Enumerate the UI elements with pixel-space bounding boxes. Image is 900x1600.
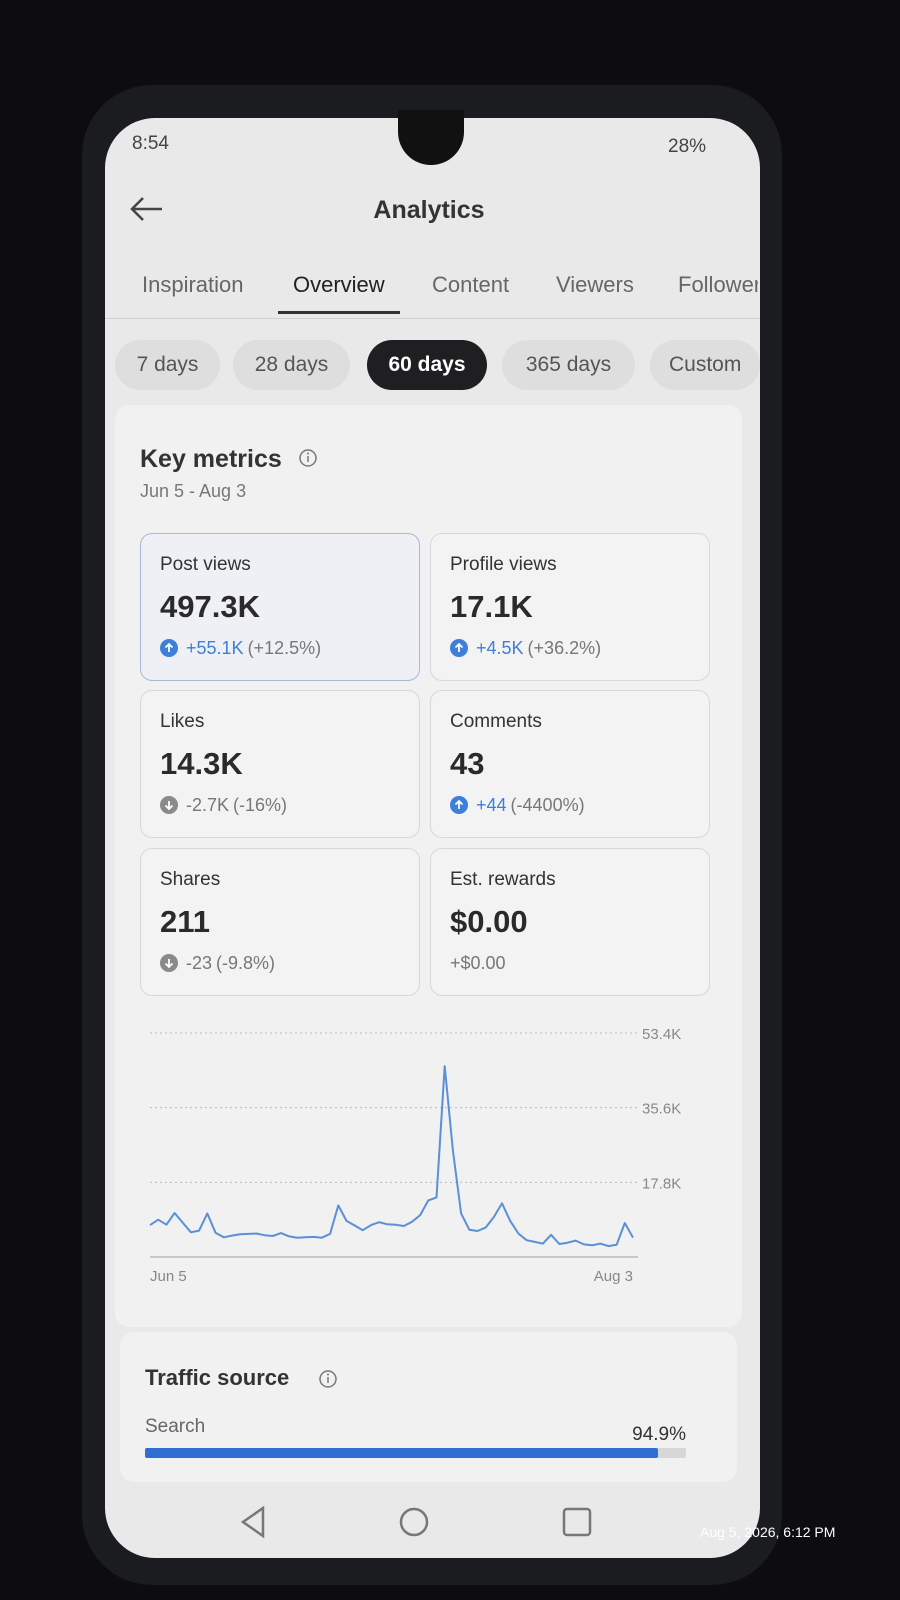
metric-value: 43 bbox=[450, 746, 485, 781]
trend-icon bbox=[160, 639, 178, 657]
metric-card[interactable]: Post views 497.3K +55.1K (+12.5%) bbox=[140, 533, 420, 681]
metric-percent: (+12.5%) bbox=[247, 638, 322, 658]
metric-label: Post views bbox=[160, 554, 251, 575]
nav-recents[interactable] bbox=[562, 1507, 592, 1537]
date-range: Jun 5 - Aug 3 bbox=[140, 481, 247, 501]
traffic-name: Search bbox=[145, 1416, 206, 1437]
trend-icon bbox=[160, 796, 178, 814]
y-tick-label: 53.4K bbox=[642, 1026, 681, 1043]
nav-bar bbox=[240, 1505, 592, 1539]
battery-level: 28% bbox=[668, 136, 707, 157]
metric-card[interactable]: Profile views 17.1K +4.5K (+36.2%) bbox=[430, 533, 710, 681]
metric-delta: -2.7K bbox=[186, 795, 230, 815]
section-title: Key metrics bbox=[140, 445, 282, 473]
nav-back[interactable] bbox=[240, 1505, 265, 1539]
tab-indicator bbox=[278, 311, 400, 314]
metric-value: 211 bbox=[160, 904, 211, 939]
metric-delta: +4.5K bbox=[476, 638, 524, 658]
tab[interactable]: Viewers bbox=[556, 272, 634, 297]
metric-delta: -23 bbox=[186, 953, 213, 973]
info-icon[interactable] bbox=[318, 1369, 338, 1389]
period-chip[interactable]: 7 days bbox=[115, 340, 220, 390]
metric-card[interactable]: Comments 43 +44 (-4400%) bbox=[430, 690, 710, 838]
tab[interactable]: Followers bbox=[678, 272, 758, 297]
metric-card[interactable]: Likes 14.3K -2.7K (-16%) bbox=[140, 690, 420, 838]
metric-delta: +$0.00 bbox=[450, 953, 506, 973]
traffic-bar bbox=[145, 1448, 659, 1458]
metric-card[interactable]: Shares 211 -23 (-9.8%) bbox=[140, 848, 420, 996]
y-tick-label: 17.8K bbox=[642, 1175, 681, 1192]
metric-change: +44 (-4400%) bbox=[450, 795, 585, 816]
page-title: Analytics bbox=[373, 196, 485, 224]
metric-value: 497.3K bbox=[160, 589, 260, 624]
metric-percent: (+36.2%) bbox=[527, 638, 602, 658]
metric-label: Profile views bbox=[450, 554, 557, 575]
back-button[interactable] bbox=[128, 195, 164, 223]
nav-home[interactable] bbox=[399, 1507, 429, 1537]
trend-icon bbox=[160, 954, 178, 972]
metric-delta: +44 bbox=[476, 795, 507, 815]
metric-percent: (-4400%) bbox=[510, 795, 585, 815]
y-tick-label: 35.6K bbox=[642, 1101, 681, 1118]
metric-change: -2.7K (-16%) bbox=[160, 795, 287, 816]
tab[interactable]: Content bbox=[432, 272, 510, 297]
metric-change: +4.5K (+36.2%) bbox=[450, 638, 601, 659]
traffic-value: 94.9% bbox=[632, 1424, 686, 1445]
x-tick-label: Aug 3 bbox=[594, 1268, 633, 1285]
metric-value: 14.3K bbox=[160, 746, 243, 781]
metric-change: +55.1K (+12.5%) bbox=[160, 638, 321, 659]
trend-icon bbox=[450, 639, 468, 657]
metric-card[interactable]: Est. rewards $0.00 +$0.00 bbox=[430, 848, 710, 996]
metric-label: Est. rewards bbox=[450, 869, 556, 890]
metric-value: $0.00 bbox=[450, 904, 528, 939]
metric-percent: (-16%) bbox=[233, 795, 288, 815]
tab-divider bbox=[105, 318, 760, 319]
metric-value: 17.1K bbox=[450, 589, 533, 624]
metric-label: Shares bbox=[160, 869, 221, 890]
metric-change: -23 (-9.8%) bbox=[160, 953, 275, 974]
line-series bbox=[149, 1065, 634, 1248]
tab[interactable]: Inspiration bbox=[142, 272, 244, 297]
period-chip[interactable]: 365 days bbox=[502, 340, 635, 390]
section-title: Traffic source bbox=[145, 1365, 290, 1390]
trend-icon bbox=[450, 796, 468, 814]
photo-timestamp: Aug 5, 2026, 6:12 PM bbox=[700, 1524, 836, 1540]
tab[interactable]: Overview bbox=[293, 272, 385, 297]
status-time: 8:54 bbox=[132, 133, 169, 154]
period-chip[interactable]: 28 days bbox=[233, 340, 350, 390]
metric-label: Comments bbox=[450, 711, 542, 732]
period-chip[interactable]: 60 days bbox=[367, 340, 487, 390]
traffic-track bbox=[145, 1448, 686, 1458]
period-chip[interactable]: Custom bbox=[650, 340, 760, 390]
metric-percent: (-9.8%) bbox=[216, 953, 276, 973]
metric-change: +$0.00 bbox=[450, 953, 506, 974]
metric-label: Likes bbox=[160, 711, 205, 732]
camera-notch bbox=[398, 110, 464, 165]
metric-delta: +55.1K bbox=[186, 638, 244, 658]
info-icon[interactable] bbox=[298, 448, 318, 468]
x-tick-label: Jun 5 bbox=[150, 1268, 187, 1285]
